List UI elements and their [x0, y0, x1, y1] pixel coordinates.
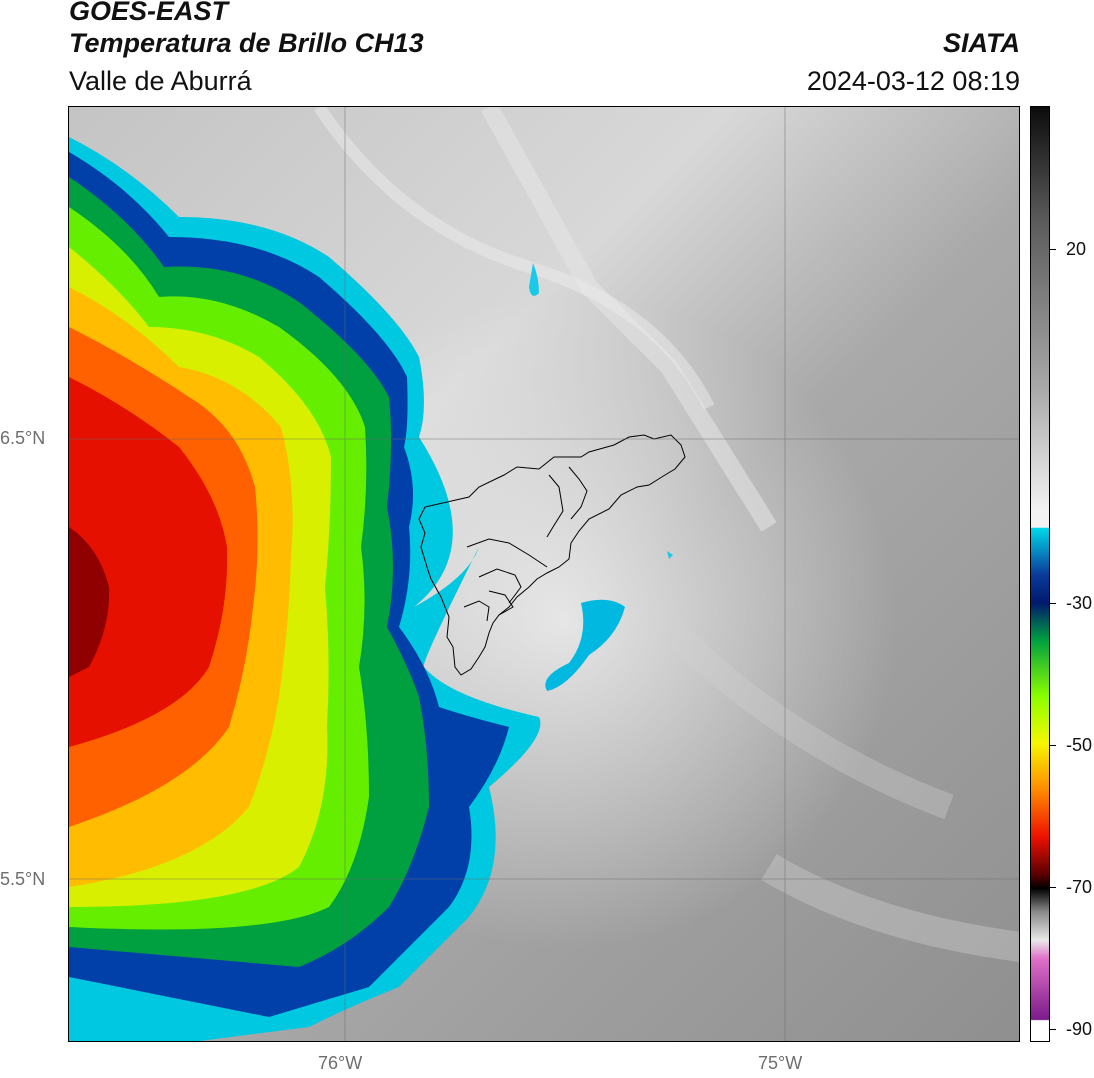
storm-cloud-system	[69, 137, 541, 1041]
lat-label-6-5: 6.5°N	[0, 428, 46, 448]
map-panel[interactable]	[68, 106, 1020, 1042]
map-title-satellite: GOES-EAST	[69, 0, 229, 26]
graticule	[69, 107, 1019, 1041]
map-subtitle-region: Valle de Aburrá	[69, 66, 252, 96]
brand-label: SIATA	[943, 28, 1020, 58]
map-title-product: Temperatura de Brillo CH13	[69, 28, 424, 58]
colorbar-tick-20: 20	[1066, 239, 1087, 259]
colorbar-gradient	[1031, 107, 1049, 1041]
colorbar-tick-minus90: -90	[1066, 1019, 1093, 1039]
cold-spot	[545, 599, 625, 691]
colorbar-tick-minus50: -50	[1066, 735, 1093, 755]
lon-label-75w: 75°W	[758, 1053, 803, 1073]
colorbar	[1030, 106, 1050, 1042]
colorbar-tick-minus30: -30	[1066, 593, 1093, 613]
lon-label-76w: 76°W	[318, 1053, 363, 1073]
timestamp-label: 2024-03-12 08:19	[806, 66, 1020, 96]
region-boundaries	[418, 434, 686, 676]
lat-label-5-5: 5.5°N	[0, 869, 46, 889]
colorbar-tick-minus70: -70	[1066, 877, 1093, 897]
satellite-image	[69, 107, 1019, 1041]
